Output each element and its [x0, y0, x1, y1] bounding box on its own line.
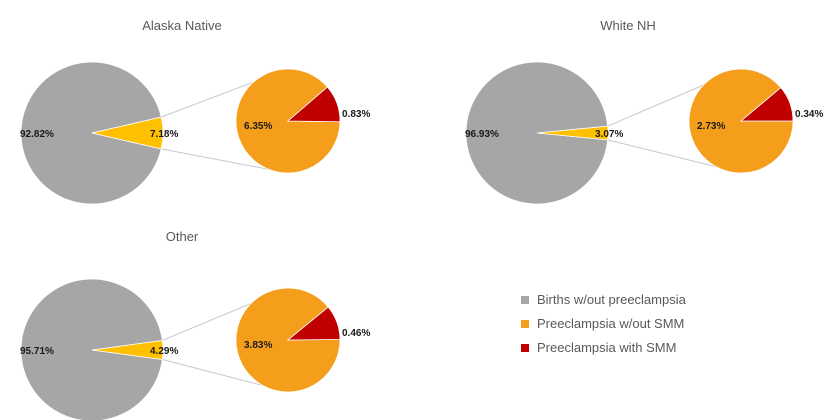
slice-births-without-preeclampsia	[20, 278, 163, 420]
label-births-without-preeclampsia: 96.93%	[465, 129, 499, 140]
legend-item-label: Preeclampsia w/out SMM	[537, 316, 684, 331]
slice-preeclampsia	[91, 116, 164, 150]
panel-title: Other	[166, 229, 199, 244]
slice-preeclampsia	[91, 340, 164, 360]
label-births-without-preeclampsia: 92.82%	[20, 129, 54, 140]
label-preeclampsia-without-smm: 3.83%	[244, 340, 272, 351]
legend-swatch	[521, 344, 529, 352]
slice-preeclampsia-with-smm	[286, 86, 341, 123]
label-preeclampsia: 4.29%	[150, 346, 178, 357]
pie-of-pie-panel-3: Other 95.71% 4.29% 3.83% 0.46%	[20, 229, 370, 420]
label-preeclampsia-without-smm: 6.35%	[244, 121, 272, 132]
slice-preeclampsia-with-smm	[739, 87, 794, 122]
legend-swatch	[521, 320, 529, 328]
pie-of-pie-panel-2: White NH 96.93% 3.07% 2.73% 0.34%	[465, 18, 823, 205]
legend-item-label: Preeclampsia with SMM	[537, 340, 676, 355]
label-preeclampsia: 3.07%	[595, 129, 623, 140]
legend-item-label: Births w/out preeclampsia	[537, 292, 687, 307]
slice-births-without-preeclampsia	[20, 61, 162, 205]
label-preeclampsia-with-smm: 0.46%	[342, 328, 370, 339]
label-preeclampsia-without-smm: 2.73%	[697, 121, 725, 132]
slice-births-without-preeclampsia	[465, 61, 609, 205]
label-preeclampsia: 7.18%	[150, 129, 178, 140]
slice-preeclampsia	[536, 125, 609, 141]
legend-swatch	[521, 296, 529, 304]
label-births-without-preeclampsia: 95.71%	[20, 346, 54, 357]
slice-preeclampsia-with-smm	[286, 306, 341, 341]
label-preeclampsia-with-smm: 0.34%	[795, 109, 823, 120]
label-preeclampsia-with-smm: 0.83%	[342, 109, 370, 120]
panel-title: Alaska Native	[142, 18, 221, 33]
connector-line-bottom	[161, 148, 289, 174]
pie-of-pie-panel-1: Alaska Native 92.82% 7.18% 6.35% 0.83%	[20, 18, 370, 205]
panel-title: White NH	[600, 18, 656, 33]
legend: Births w/out preeclampsia Preeclampsia w/…	[521, 292, 687, 355]
